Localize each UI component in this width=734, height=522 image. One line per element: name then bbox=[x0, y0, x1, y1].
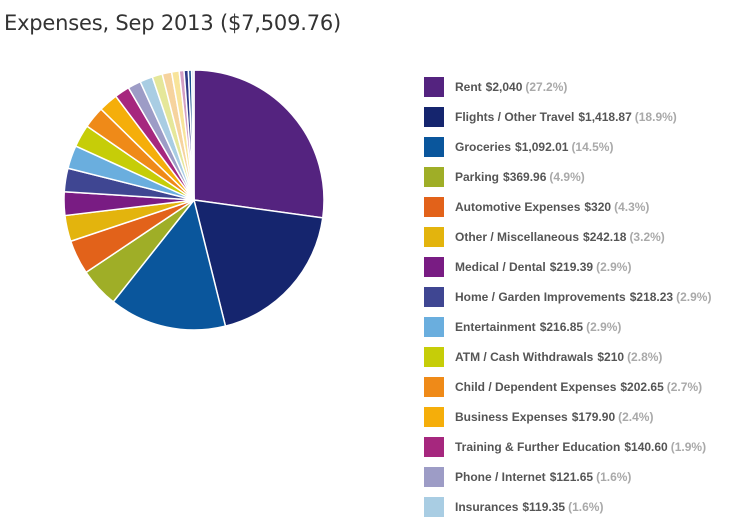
legend-swatch bbox=[424, 497, 444, 517]
legend-item-training-further-education[interactable]: Training & Further Education $140.60 (1.9%… bbox=[424, 432, 711, 462]
legend-label: Child / Dependent Expenses bbox=[455, 380, 617, 394]
legend-percent: (2.8%) bbox=[627, 350, 663, 364]
pie-slice-unlisted-7[interactable] bbox=[190, 69, 195, 201]
legend-item-phone-internet[interactable]: Phone / Internet $121.65 (1.6%) bbox=[424, 462, 711, 492]
legend-label: Training & Further Education bbox=[455, 440, 621, 454]
legend-label: Automotive Expenses bbox=[455, 200, 581, 214]
legend-percent: (1.6%) bbox=[596, 470, 632, 484]
legend-label: Business Expenses bbox=[455, 410, 568, 424]
legend-label: Home / Garden Improvements bbox=[455, 290, 626, 304]
legend-swatch bbox=[424, 167, 444, 187]
legend-amount: $2,040 bbox=[485, 80, 523, 94]
legend-percent: (18.9%) bbox=[634, 110, 677, 124]
legend-amount: $140.60 bbox=[624, 440, 668, 454]
legend-amount: $1,092.01 bbox=[515, 140, 569, 154]
legend-label: Rent bbox=[455, 80, 482, 94]
pie-chart bbox=[63, 69, 325, 331]
legend-label: Entertainment bbox=[455, 320, 536, 334]
legend-item-rent[interactable]: Rent $2,040 (27.2%) bbox=[424, 72, 711, 102]
legend-swatch bbox=[424, 107, 444, 127]
legend-swatch bbox=[424, 437, 444, 457]
legend-amount: $121.65 bbox=[549, 470, 594, 484]
legend-item-atm-cash-withdrawals[interactable]: ATM / Cash Withdrawals $210 (2.8%) bbox=[424, 342, 711, 372]
legend-swatch bbox=[424, 197, 444, 217]
legend-amount: $119.35 bbox=[522, 500, 566, 514]
legend-item-other-miscellaneous[interactable]: Other / Miscellaneous $242.18 (3.2%) bbox=[424, 222, 711, 252]
legend-item-flights-other-travel[interactable]: Flights / Other Travel $1,418.87 (18.9%) bbox=[424, 102, 711, 132]
legend-percent: (4.9%) bbox=[549, 170, 585, 184]
legend-swatch bbox=[424, 287, 444, 307]
legend-swatch bbox=[424, 377, 444, 397]
legend-percent: (14.5%) bbox=[571, 140, 614, 154]
legend-item-automotive-expenses[interactable]: Automotive Expenses $320 (4.3%) bbox=[424, 192, 711, 222]
legend-swatch bbox=[424, 317, 444, 337]
legend-amount: $218.23 bbox=[629, 290, 674, 304]
legend-swatch bbox=[424, 347, 444, 367]
legend-swatch bbox=[424, 227, 444, 247]
legend-amount: $179.90 bbox=[571, 410, 616, 424]
legend-amount: $369.96 bbox=[503, 170, 547, 184]
legend-swatch bbox=[424, 407, 444, 427]
legend-label: Phone / Internet bbox=[455, 470, 546, 484]
legend-item-business-expenses[interactable]: Business Expenses $179.90 (2.4%) bbox=[424, 402, 711, 432]
legend-percent: (2.7%) bbox=[666, 380, 703, 394]
legend-percent: (1.9%) bbox=[670, 440, 707, 454]
legend-item-child-dependent-expenses[interactable]: Child / Dependent Expenses $202.65 (2.7%) bbox=[424, 372, 711, 402]
legend-item-entertainment[interactable]: Entertainment $216.85 (2.9%) bbox=[424, 312, 711, 342]
legend-amount: $242.18 bbox=[583, 230, 627, 244]
legend-swatch bbox=[424, 77, 444, 97]
legend-percent: (2.4%) bbox=[618, 410, 654, 424]
legend: Rent $2,040 (27.2%) Flights / Other Travel $… bbox=[424, 72, 711, 522]
legend-label: ATM / Cash Withdrawals bbox=[455, 350, 594, 364]
legend-amount: $219.39 bbox=[549, 260, 594, 274]
legend-item-groceries[interactable]: Groceries $1,092.01 (14.5%) bbox=[424, 132, 711, 162]
legend-amount: $320 bbox=[584, 200, 612, 214]
legend-amount: $1,418.87 bbox=[578, 110, 632, 124]
legend-amount: $216.85 bbox=[539, 320, 584, 334]
legend-label: Insurances bbox=[455, 500, 519, 514]
legend-amount: $210 bbox=[597, 350, 625, 364]
legend-label: Other / Miscellaneous bbox=[455, 230, 580, 244]
legend-percent: (2.9%) bbox=[586, 320, 622, 334]
chart-title: Expenses, Sep 2013 ($7,509.76) bbox=[4, 11, 342, 35]
legend-percent: (2.9%) bbox=[596, 260, 632, 274]
legend-swatch bbox=[424, 137, 444, 157]
legend-item-parking[interactable]: Parking $369.96 (4.9%) bbox=[424, 162, 711, 192]
legend-label: Parking bbox=[455, 170, 500, 184]
legend-item-insurances[interactable]: Insurances $119.35 (1.6%) bbox=[424, 492, 711, 522]
legend-label: Medical / Dental bbox=[455, 260, 546, 274]
legend-percent: (2.9%) bbox=[676, 290, 712, 304]
legend-label: Flights / Other Travel bbox=[455, 110, 575, 124]
pie-slice-groceries[interactable] bbox=[112, 199, 227, 331]
pie-slice-rent[interactable] bbox=[193, 69, 325, 219]
legend-item-medical-dental[interactable]: Medical / Dental $219.39 (2.9%) bbox=[424, 252, 711, 282]
legend-percent: (3.2%) bbox=[629, 230, 665, 244]
legend-percent: (1.6%) bbox=[568, 500, 604, 514]
pie-slices bbox=[63, 69, 325, 331]
legend-swatch bbox=[424, 257, 444, 277]
legend-item-home-garden-improvements[interactable]: Home / Garden Improvements $218.23 (2.9%) bbox=[424, 282, 711, 312]
pie-slice-flights-other-travel[interactable] bbox=[193, 199, 324, 327]
legend-percent: (27.2%) bbox=[525, 80, 568, 94]
legend-label: Groceries bbox=[455, 140, 512, 154]
legend-percent: (4.3%) bbox=[614, 200, 650, 214]
legend-swatch bbox=[424, 467, 444, 487]
legend-amount: $202.65 bbox=[620, 380, 664, 394]
